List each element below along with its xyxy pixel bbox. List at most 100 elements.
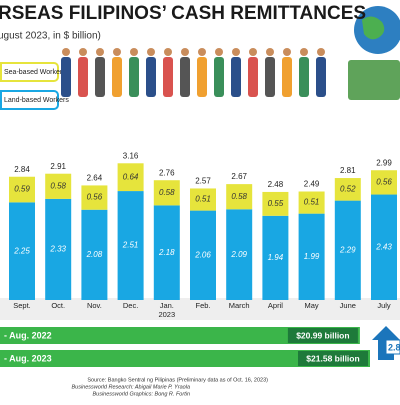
value-label: 0.51 — [195, 195, 211, 204]
land-bar — [371, 194, 397, 300]
cumulative-label: - Aug. 2022 — [4, 330, 52, 340]
total-label: 2.81 — [340, 166, 356, 175]
value-label: 0.59 — [14, 185, 30, 194]
person-body — [95, 57, 105, 97]
person-head — [96, 48, 104, 56]
person-head — [317, 48, 325, 56]
legend-label: Sea-based Workers — [4, 69, 66, 76]
sea-bar — [262, 191, 289, 216]
sea-bar — [226, 184, 253, 210]
legend-color — [0, 91, 2, 109]
total-label: 2.84 — [14, 165, 30, 174]
chart-title: RSEAS FILIPINOS’ CASH REMITTANCES — [0, 3, 366, 24]
person-body — [78, 57, 88, 97]
change-box — [385, 339, 400, 355]
credit: Businessworld Graphics: Bong R. Fortin — [92, 391, 190, 397]
land-bar — [190, 210, 216, 300]
sea-bar — [153, 180, 180, 206]
x-tick-label: Feb. — [195, 301, 210, 310]
value-label: 0.56 — [376, 177, 392, 186]
value-label: 2.51 — [122, 241, 139, 250]
person-body — [299, 57, 309, 97]
x-tick-label: Oct. — [51, 301, 65, 310]
sea-bar — [298, 191, 325, 214]
person-body — [197, 57, 207, 97]
land-bar — [81, 209, 108, 300]
person-head — [300, 48, 308, 56]
sea-bar — [334, 178, 361, 201]
sea-bar — [45, 173, 72, 199]
land-bar — [298, 213, 325, 300]
person-body — [248, 57, 258, 97]
value-label: 2.18 — [158, 248, 175, 257]
credit: Businessworld Research: Abigail Marie P.… — [71, 384, 190, 390]
value-label: 1.94 — [268, 253, 284, 262]
person-body — [112, 57, 122, 97]
person-body — [180, 57, 190, 97]
x-tick-label: July — [377, 301, 391, 310]
person-head — [215, 48, 223, 56]
person-body — [61, 57, 71, 97]
total-label: 2.67 — [231, 172, 247, 181]
person-body — [316, 57, 326, 97]
value-label: 2.29 — [339, 245, 356, 254]
x-tick-label: June — [340, 301, 356, 310]
value-label: 2.06 — [194, 250, 211, 259]
value-label: 0.51 — [304, 198, 320, 207]
person-head — [79, 48, 87, 56]
land-bar — [9, 202, 35, 300]
person-head — [130, 48, 138, 56]
legend-swatch — [0, 62, 59, 82]
value-label: 1.99 — [304, 252, 320, 261]
total-label: 2.49 — [304, 180, 320, 189]
chart-subtitle: ugust 2023, in $ billion) — [0, 31, 101, 42]
x-tick-label: May — [305, 301, 319, 310]
sea-bar — [371, 170, 397, 195]
value-label: 0.58 — [50, 181, 66, 190]
land-bar — [226, 209, 253, 300]
x-tick-label: March — [229, 301, 250, 310]
land-bar — [45, 198, 72, 300]
person-body — [129, 57, 139, 97]
value-label: 2.25 — [13, 246, 30, 255]
land-bar — [334, 200, 361, 300]
person-head — [198, 48, 206, 56]
person-head — [232, 48, 240, 56]
land-bar — [117, 191, 144, 300]
cumulative-label: - Aug. 2023 — [4, 353, 52, 363]
value-label: 2.33 — [49, 245, 66, 254]
land-bar — [153, 205, 180, 300]
value-label: 0.52 — [340, 184, 356, 193]
land-bar — [262, 215, 289, 300]
total-label: 2.99 — [376, 158, 392, 167]
person-body — [163, 57, 173, 97]
value-label: 0.55 — [268, 199, 284, 208]
person-head — [113, 48, 121, 56]
category-band — [0, 298, 400, 320]
person-head — [62, 48, 70, 56]
person-body — [146, 57, 156, 97]
cumulative-label-box — [287, 328, 358, 343]
value-label: 2.09 — [230, 250, 247, 259]
legend-swatch — [0, 90, 59, 110]
globe-land — [362, 16, 385, 40]
person-head — [249, 48, 257, 56]
person-head — [147, 48, 155, 56]
x-tick-label: Jan. — [160, 301, 174, 310]
x-tick-label: Nov. — [87, 301, 102, 310]
total-label: 2.91 — [50, 162, 66, 171]
x-tick-label: Sept. — [13, 301, 31, 310]
legend-color — [0, 63, 2, 81]
value-label: 0.58 — [159, 188, 175, 197]
cumulative-bar — [0, 350, 370, 367]
person-head — [164, 48, 172, 56]
value-label: 2.08 — [86, 250, 103, 259]
person-head — [181, 48, 189, 56]
sea-bar — [81, 185, 108, 210]
sea-bar — [9, 176, 35, 203]
person-head — [283, 48, 291, 56]
person-body — [214, 57, 224, 97]
total-label: 2.64 — [87, 174, 103, 183]
total-label: 2.57 — [195, 177, 211, 186]
